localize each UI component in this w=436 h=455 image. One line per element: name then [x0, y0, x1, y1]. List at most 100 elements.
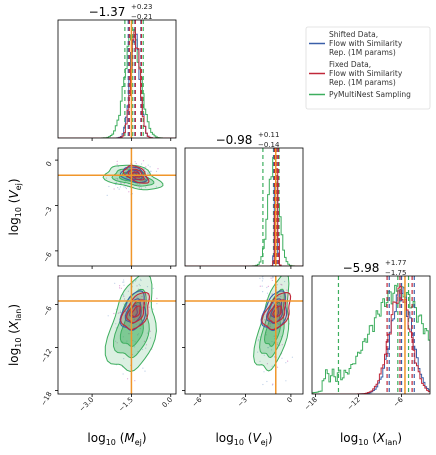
scatter-point	[134, 341, 136, 343]
scatter-point	[122, 373, 124, 375]
contour-series-1-0	[122, 165, 150, 184]
scatter-point	[123, 294, 125, 296]
title-minus: −1.75	[385, 269, 406, 277]
scatter-point	[273, 313, 275, 315]
scatter-point	[120, 170, 122, 172]
scatter-point	[271, 384, 273, 386]
scatter-point	[115, 177, 117, 179]
scatter-point	[118, 188, 120, 190]
scatter-point	[108, 185, 110, 188]
scatter-point	[115, 327, 117, 329]
scatter-point	[276, 284, 279, 286]
scatter-point	[272, 270, 273, 271]
scatter-point	[140, 298, 142, 300]
scatter-point	[268, 329, 270, 331]
scatter-point	[114, 239, 115, 240]
scatter-point	[139, 327, 141, 330]
y-tick-label-Vej: 0	[45, 160, 54, 168]
scatter-point	[271, 365, 273, 367]
scatter-point	[266, 292, 269, 294]
scatter-point	[267, 229, 268, 230]
scatter-point	[279, 269, 280, 270]
scatter-point	[281, 344, 283, 346]
title-plus: +0.11	[258, 131, 279, 139]
scatter-point	[123, 303, 125, 305]
scatter-point	[271, 349, 273, 351]
x-tick-label-Vej: −3	[236, 396, 249, 409]
scatter-point	[141, 163, 143, 165]
scatter-point	[136, 285, 138, 287]
scatter-point	[119, 182, 121, 184]
scatter-point	[259, 277, 261, 279]
scatter-point	[147, 172, 149, 175]
title-plus: +0.23	[131, 3, 152, 11]
scatter-point	[119, 312, 121, 314]
legend-label-1: Flow with Similarity	[329, 69, 403, 78]
scatter-point	[141, 251, 142, 252]
scatter-point	[285, 380, 287, 382]
scatter-point	[119, 310, 122, 312]
scatter-point	[261, 280, 263, 282]
scatter-point	[129, 333, 131, 335]
legend-label-2: PyMultiNest Sampling	[329, 90, 411, 99]
scatter-point	[117, 312, 119, 314]
scatter-point	[269, 326, 271, 328]
scatter-point	[263, 371, 265, 373]
scatter-point	[262, 383, 264, 386]
scatter-point	[277, 269, 278, 270]
x-tick-label-Mej: −3.0	[78, 396, 96, 414]
scatter-point	[125, 187, 127, 190]
scatter-point	[146, 332, 149, 334]
scatter-point	[134, 280, 136, 282]
scatter-point	[261, 285, 263, 287]
scatter-point	[132, 339, 134, 342]
scatter-point	[138, 323, 140, 325]
scatter-point	[115, 323, 117, 325]
scatter-point	[128, 333, 130, 335]
y-tick-label-Xlan: −18	[39, 390, 53, 407]
legend-label-0: Shifted Data,	[329, 30, 378, 39]
scatter-point	[155, 186, 157, 188]
scatter-point	[270, 260, 271, 261]
contour-series-1-2	[131, 305, 141, 318]
scatter-point	[270, 277, 272, 279]
scatter-point	[140, 278, 142, 280]
scatter-point	[149, 166, 151, 168]
scatter-point	[147, 183, 149, 185]
scatter-point	[138, 236, 139, 237]
scatter-point	[134, 346, 136, 348]
scatter-point	[138, 211, 139, 212]
scatter-point	[115, 340, 117, 342]
scatter-point	[268, 249, 269, 250]
scatter-point	[264, 319, 266, 321]
scatter-point	[140, 187, 142, 189]
scatter-point	[137, 183, 139, 185]
scatter-point	[137, 288, 139, 290]
scatter-point	[140, 267, 141, 268]
scatter-point	[119, 285, 121, 287]
scatter-point	[266, 380, 268, 383]
scatter-point	[123, 182, 125, 184]
panel-Xlan-vs-Vej	[184, 229, 304, 395]
scatter-point	[143, 179, 146, 181]
scatter-point	[138, 283, 140, 285]
hist-Xlan-series-2	[312, 284, 430, 394]
scatter-point	[133, 318, 135, 320]
scatter-point	[143, 340, 146, 342]
scatter-point	[284, 258, 285, 259]
scatter-point	[150, 261, 151, 262]
hist-Vej-series-2	[185, 156, 303, 266]
scatter-point	[156, 297, 158, 299]
scatter-point	[274, 356, 276, 358]
scatter-point	[266, 363, 268, 365]
scatter-point	[271, 293, 273, 295]
scatter-point	[267, 285, 269, 287]
scatter-point	[123, 186, 125, 188]
scatter-point	[141, 295, 143, 298]
scatter-point	[125, 180, 127, 183]
scatter-point	[265, 334, 267, 336]
y-axis-label-Vej: log10 (Vej)	[7, 178, 23, 235]
scatter-point	[273, 271, 274, 272]
axes-frame	[57, 19, 177, 139]
hist-Vej-series-1	[185, 168, 303, 266]
